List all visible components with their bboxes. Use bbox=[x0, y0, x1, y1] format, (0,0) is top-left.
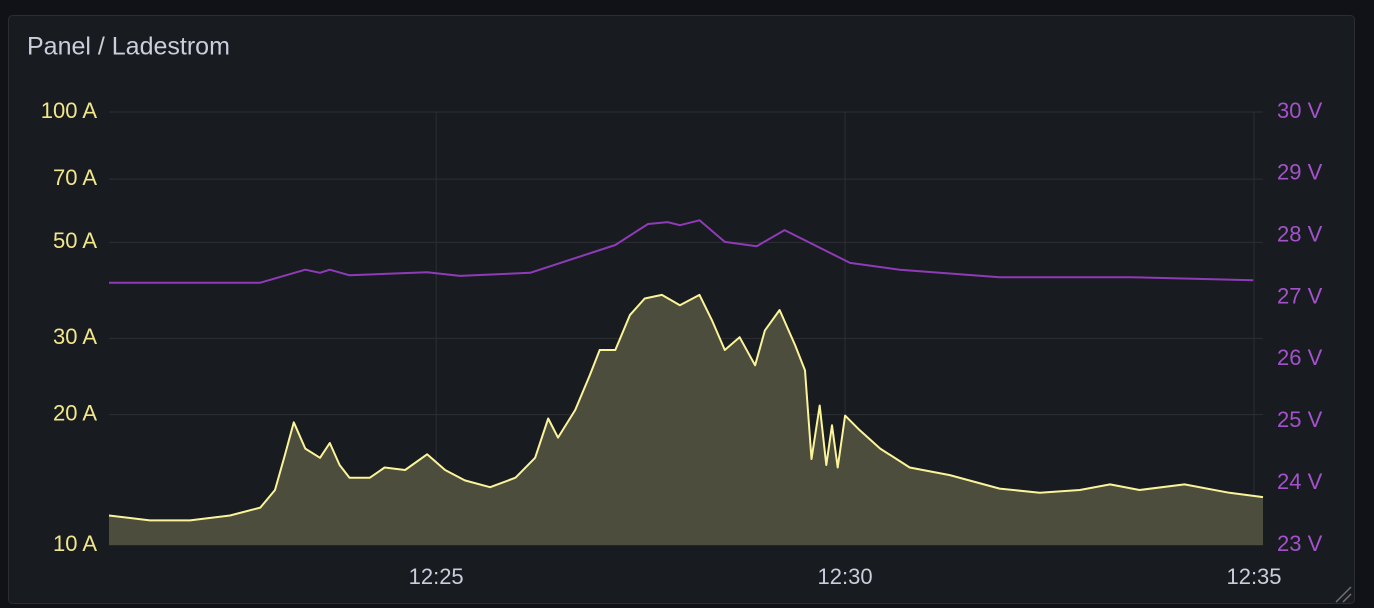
y-tick-label: 20 A bbox=[53, 400, 97, 425]
y-tick-label: 30 A bbox=[53, 324, 97, 349]
panel-title[interactable]: Panel / Ladestrom bbox=[27, 33, 230, 61]
y-tick-label: 100 A bbox=[41, 98, 98, 123]
y2-tick-label: 30 V bbox=[1277, 98, 1323, 123]
y2-tick-label: 27 V bbox=[1277, 283, 1323, 308]
y2-tick-label: 24 V bbox=[1277, 469, 1323, 494]
resize-handle[interactable] bbox=[1335, 586, 1352, 603]
y2-tick-label: 25 V bbox=[1277, 407, 1323, 432]
line bbox=[108, 293, 1264, 522]
x-tick-label: 12:25 bbox=[409, 564, 464, 589]
x-tick-label: 12:30 bbox=[818, 564, 873, 589]
y-tick-label: 70 A bbox=[53, 165, 97, 190]
y-tick-label: 10 A bbox=[53, 531, 97, 556]
y-tick-label: 50 A bbox=[53, 228, 97, 253]
y2-tick-label: 29 V bbox=[1277, 160, 1323, 185]
line bbox=[109, 219, 1254, 284]
y2-tick-label: 26 V bbox=[1277, 345, 1323, 370]
x-tick-label: 12:35 bbox=[1226, 564, 1281, 589]
y2-tick-label: 28 V bbox=[1277, 222, 1323, 247]
y2-tick-label: 23 V bbox=[1277, 531, 1323, 556]
